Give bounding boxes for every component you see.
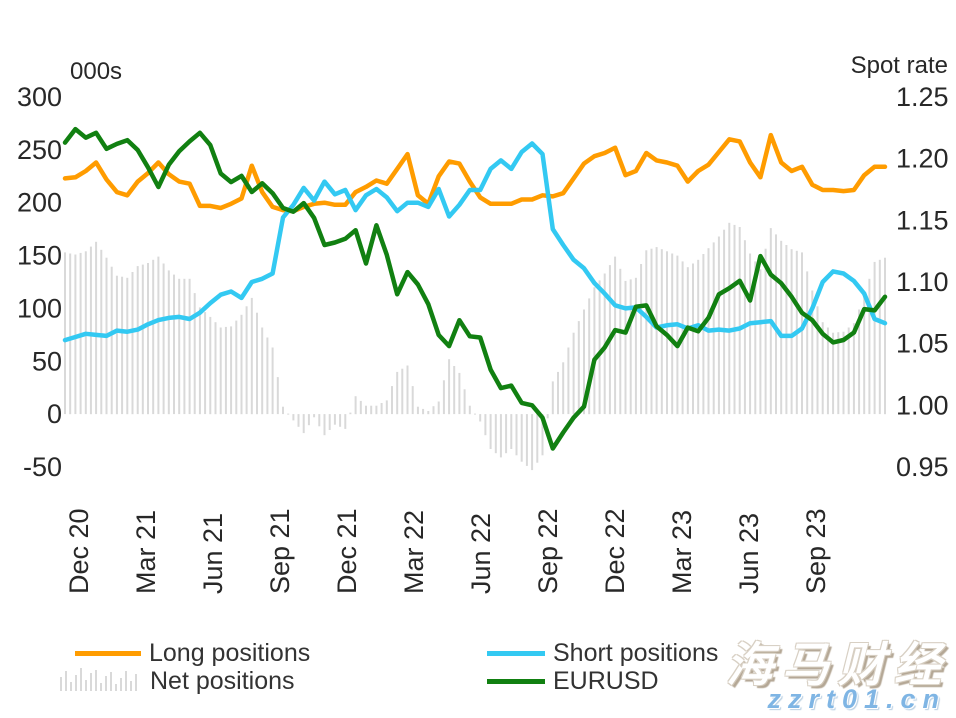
legend-item-long-positions: Long positions <box>75 639 310 667</box>
long-positions-swatch <box>75 650 141 656</box>
long-positions-line <box>62 132 888 214</box>
x-axis-label: Dec 20 <box>64 508 94 594</box>
x-axis-label: Mar 22 <box>399 510 429 594</box>
legend-label: EURUSD <box>553 666 659 695</box>
legend-label: Net positions <box>150 666 295 695</box>
x-axis-label: Mar 21 <box>131 510 161 594</box>
left-axis-tick: -50 <box>23 452 62 482</box>
right-axis-tick: 1.20 <box>896 144 949 174</box>
left-axis-tick: 150 <box>17 241 62 271</box>
left-axis-tick: 50 <box>32 346 62 376</box>
x-axis-label: Sep 21 <box>265 508 295 594</box>
watermark-site-url: zzrt01.cn <box>767 684 946 714</box>
right-axis-tick: 1.05 <box>896 329 949 359</box>
x-axis-label: Jun 21 <box>198 513 228 594</box>
short-positions-swatch <box>487 650 545 656</box>
x-axis-label: Sep 22 <box>533 508 563 594</box>
legend-label: Long positions <box>149 638 311 667</box>
x-axis-labels: Dec 20 Mar 21 Jun 21 Sep 21 Dec 21 Mar 22 Jun … <box>64 508 831 594</box>
x-axis-label: Dec 21 <box>332 508 362 594</box>
x-axis-label: Sep 23 <box>801 508 831 594</box>
left-axis-tick: 200 <box>17 188 62 218</box>
legend-item-net-positions: Net positions <box>60 667 295 695</box>
watermark-site-name: 海马财经 <box>726 638 950 691</box>
right-axis-tick: 1.25 <box>896 82 949 112</box>
right-axis-tick: 1.00 <box>896 390 949 420</box>
x-axis-label: Mar 23 <box>667 510 697 594</box>
left-axis-tick: 0 <box>47 399 62 429</box>
net-positions-bars-icon <box>60 667 144 696</box>
x-axis-label: Dec 22 <box>600 508 630 594</box>
legend-item-eurusd: EURUSD <box>487 667 659 695</box>
eurusd-line <box>62 126 888 451</box>
eurusd-swatch <box>487 678 545 684</box>
legend-label: Short positions <box>553 638 719 667</box>
right-axis-ticks: 1.25 1.20 1.15 1.10 1.05 1.00 0.95 <box>896 82 949 482</box>
left-axis-tick: 250 <box>17 135 62 165</box>
short-positions-line <box>62 141 888 343</box>
right-axis-tick: 1.10 <box>896 267 949 297</box>
left-axis-ticks: 300 250 200 150 100 50 0 -50 <box>17 82 62 482</box>
right-axis-tick: 1.15 <box>896 205 949 235</box>
legend-item-short-positions: Short positions <box>487 639 718 667</box>
right-axis-title: Spot rate <box>851 52 948 79</box>
x-axis-label: Jun 22 <box>466 513 496 594</box>
left-axis-title: 000s <box>70 58 122 85</box>
x-axis-label: Jun 23 <box>734 513 764 594</box>
right-axis-tick: 0.95 <box>896 452 949 482</box>
left-axis-tick: 100 <box>17 293 62 323</box>
left-axis-tick: 300 <box>17 82 62 112</box>
positioning-chart: 000s Spot rate300250200150100500-501.251.… <box>17 52 949 594</box>
